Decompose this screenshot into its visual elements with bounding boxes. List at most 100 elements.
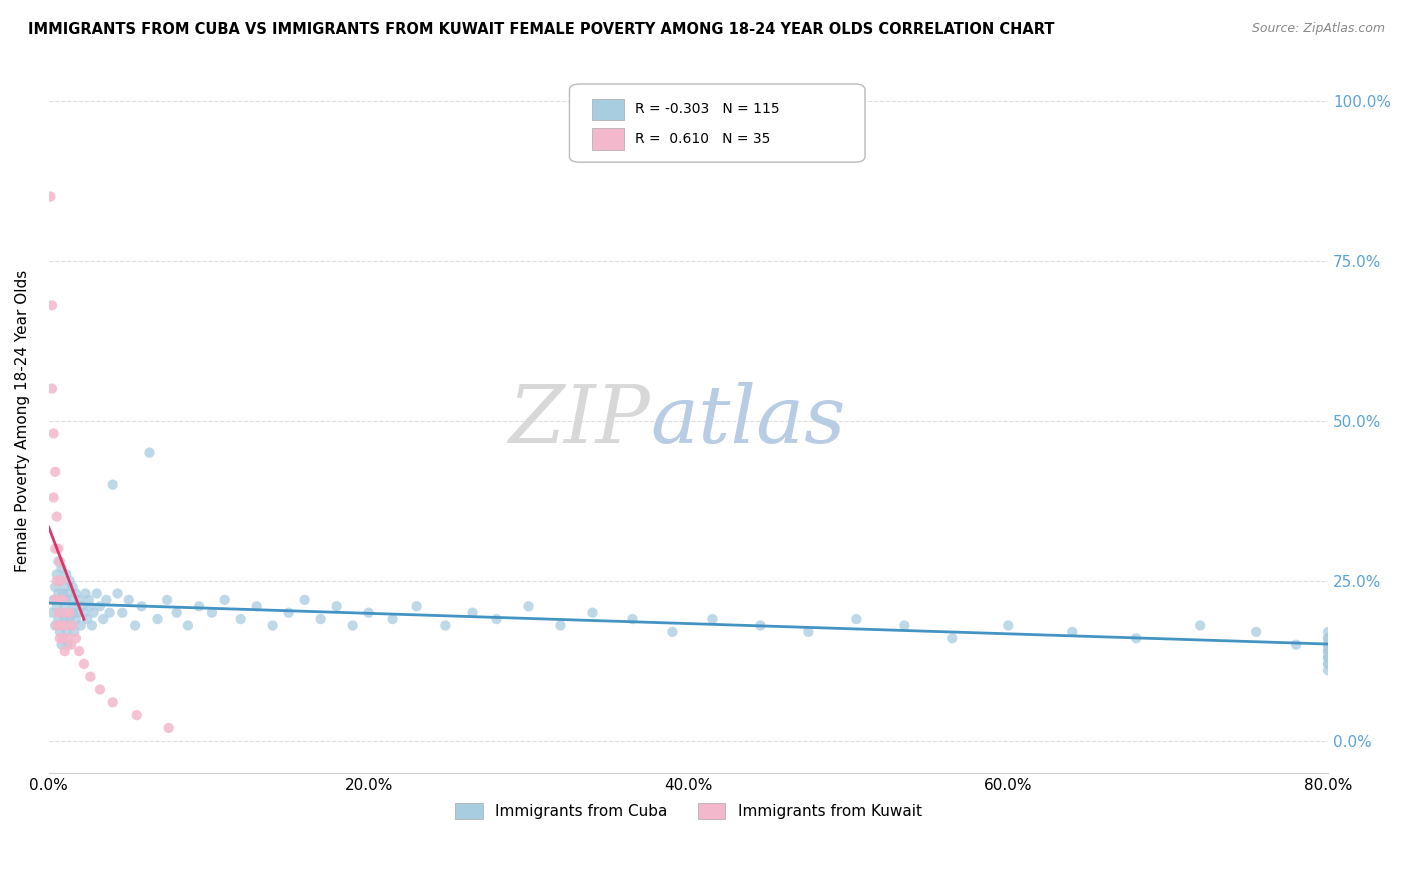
Point bbox=[1317, 657, 1340, 671]
Point bbox=[80, 618, 103, 632]
Point bbox=[79, 670, 101, 684]
Point bbox=[56, 632, 79, 646]
Point bbox=[1317, 638, 1340, 652]
Point bbox=[1125, 632, 1147, 646]
Point bbox=[111, 606, 134, 620]
Point bbox=[44, 541, 66, 556]
Point bbox=[325, 599, 347, 614]
Point bbox=[46, 541, 69, 556]
Point bbox=[51, 606, 73, 620]
Y-axis label: Female Poverty Among 18-24 Year Olds: Female Poverty Among 18-24 Year Olds bbox=[15, 269, 30, 572]
Point bbox=[893, 618, 915, 632]
Point bbox=[517, 599, 540, 614]
Point bbox=[53, 580, 76, 594]
Point bbox=[67, 593, 90, 607]
Point bbox=[214, 593, 236, 607]
Point bbox=[76, 612, 98, 626]
Text: R =  0.610   N = 35: R = 0.610 N = 35 bbox=[634, 132, 770, 146]
Point bbox=[49, 593, 72, 607]
Point bbox=[309, 612, 332, 626]
Point bbox=[485, 612, 508, 626]
Point bbox=[357, 606, 380, 620]
Point bbox=[434, 618, 457, 632]
Point bbox=[58, 574, 80, 588]
Point bbox=[46, 606, 69, 620]
Point bbox=[1285, 638, 1308, 652]
Point bbox=[51, 638, 73, 652]
Point bbox=[997, 618, 1019, 632]
Point bbox=[188, 599, 211, 614]
Point bbox=[45, 618, 67, 632]
Point bbox=[702, 612, 724, 626]
Point bbox=[65, 612, 87, 626]
Point bbox=[42, 426, 65, 441]
Point bbox=[749, 618, 772, 632]
Point bbox=[46, 612, 69, 626]
Text: ZIP: ZIP bbox=[509, 382, 650, 459]
Point bbox=[65, 632, 87, 646]
Point bbox=[124, 618, 146, 632]
Point bbox=[166, 606, 188, 620]
Text: IMMIGRANTS FROM CUBA VS IMMIGRANTS FROM KUWAIT FEMALE POVERTY AMONG 18-24 YEAR O: IMMIGRANTS FROM CUBA VS IMMIGRANTS FROM … bbox=[28, 22, 1054, 37]
Point bbox=[55, 567, 77, 582]
Point bbox=[63, 624, 86, 639]
Point bbox=[581, 606, 603, 620]
Point bbox=[461, 606, 484, 620]
Point bbox=[98, 606, 121, 620]
Point bbox=[1062, 624, 1084, 639]
Point bbox=[53, 599, 76, 614]
Point bbox=[56, 638, 79, 652]
Point bbox=[66, 606, 89, 620]
FancyBboxPatch shape bbox=[569, 84, 865, 162]
Point bbox=[49, 624, 72, 639]
Point bbox=[661, 624, 683, 639]
Point bbox=[55, 624, 77, 639]
Point bbox=[405, 599, 427, 614]
Point bbox=[52, 632, 75, 646]
Point bbox=[1317, 657, 1340, 671]
Point bbox=[51, 618, 73, 632]
Text: R = -0.303   N = 115: R = -0.303 N = 115 bbox=[634, 103, 779, 116]
Point bbox=[53, 606, 76, 620]
Point bbox=[44, 593, 66, 607]
Point bbox=[1317, 644, 1340, 658]
Point bbox=[42, 491, 65, 505]
Point bbox=[550, 618, 572, 632]
Point bbox=[125, 708, 148, 723]
Text: Source: ZipAtlas.com: Source: ZipAtlas.com bbox=[1251, 22, 1385, 36]
Point bbox=[89, 599, 111, 614]
Point bbox=[52, 632, 75, 646]
Point bbox=[1244, 624, 1267, 639]
Point bbox=[73, 657, 96, 671]
Point bbox=[39, 189, 62, 203]
Point bbox=[621, 612, 644, 626]
Point bbox=[101, 477, 124, 491]
Point bbox=[62, 618, 84, 632]
Point bbox=[138, 445, 160, 459]
Point bbox=[49, 554, 72, 568]
Point bbox=[845, 612, 868, 626]
Point bbox=[49, 574, 72, 588]
Point bbox=[60, 593, 83, 607]
Point bbox=[91, 612, 114, 626]
Point bbox=[69, 618, 91, 632]
Point bbox=[55, 618, 77, 632]
Point bbox=[49, 632, 72, 646]
Point bbox=[60, 638, 83, 652]
Point bbox=[46, 586, 69, 600]
Point bbox=[52, 618, 75, 632]
Point bbox=[73, 606, 96, 620]
Point bbox=[44, 618, 66, 632]
Point bbox=[157, 721, 180, 735]
Point bbox=[262, 618, 284, 632]
Point bbox=[75, 586, 97, 600]
Point bbox=[72, 599, 94, 614]
Point bbox=[96, 593, 118, 607]
Point bbox=[201, 606, 224, 620]
Point bbox=[63, 599, 86, 614]
Point bbox=[1317, 644, 1340, 658]
Point bbox=[89, 682, 111, 697]
Point bbox=[52, 593, 75, 607]
Point bbox=[51, 574, 73, 588]
Point bbox=[146, 612, 169, 626]
